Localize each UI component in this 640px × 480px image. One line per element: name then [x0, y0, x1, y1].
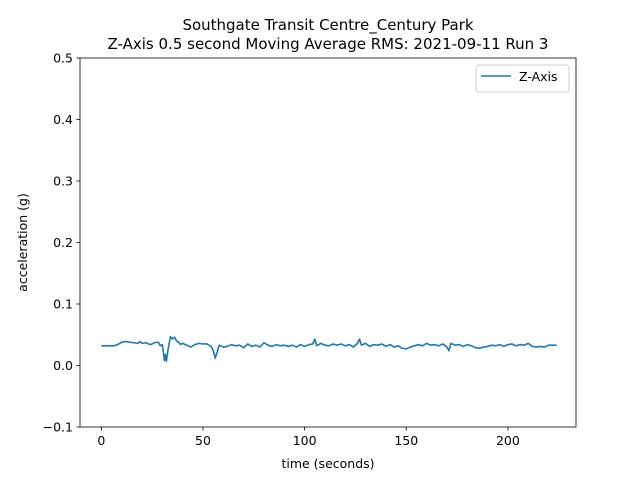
x-tick-label: 200 [496, 433, 520, 448]
y-tick-label: 0.5 [53, 51, 73, 66]
y-tick-label: 0.3 [53, 174, 73, 189]
y-axis-label: acceleration (g) [15, 193, 30, 292]
x-tick-label: 150 [394, 433, 418, 448]
x-tick-label: 50 [195, 433, 211, 448]
y-tick-label: 0.1 [53, 297, 73, 312]
x-axis-label: time (seconds) [281, 456, 374, 471]
y-tick-label: 0.2 [53, 235, 73, 250]
plot-frame [79, 57, 577, 428]
plot-area [80, 58, 576, 427]
y-axis-ticks: −0.1 0.0 0.1 0.2 0.3 0.4 0.5 [43, 51, 80, 435]
legend-label-z-axis: Z-Axis [519, 69, 558, 84]
y-tick-label: 0.4 [53, 112, 73, 127]
x-tick-label: 100 [293, 433, 317, 448]
chart-title-line1: Southgate Transit Centre_Century Park [182, 16, 473, 35]
chart-title-line2: Z-Axis 0.5 second Moving Average RMS: 20… [108, 35, 549, 53]
y-tick-label: 0.0 [53, 358, 73, 373]
legend: Z-Axis [475, 64, 570, 93]
series-line-z-axis [101, 335, 557, 362]
x-axis-ticks: 0 50 100 150 200 [97, 427, 520, 448]
x-tick-label: 0 [97, 433, 105, 448]
y-tick-label: −0.1 [43, 420, 73, 435]
legend-box [475, 64, 570, 93]
